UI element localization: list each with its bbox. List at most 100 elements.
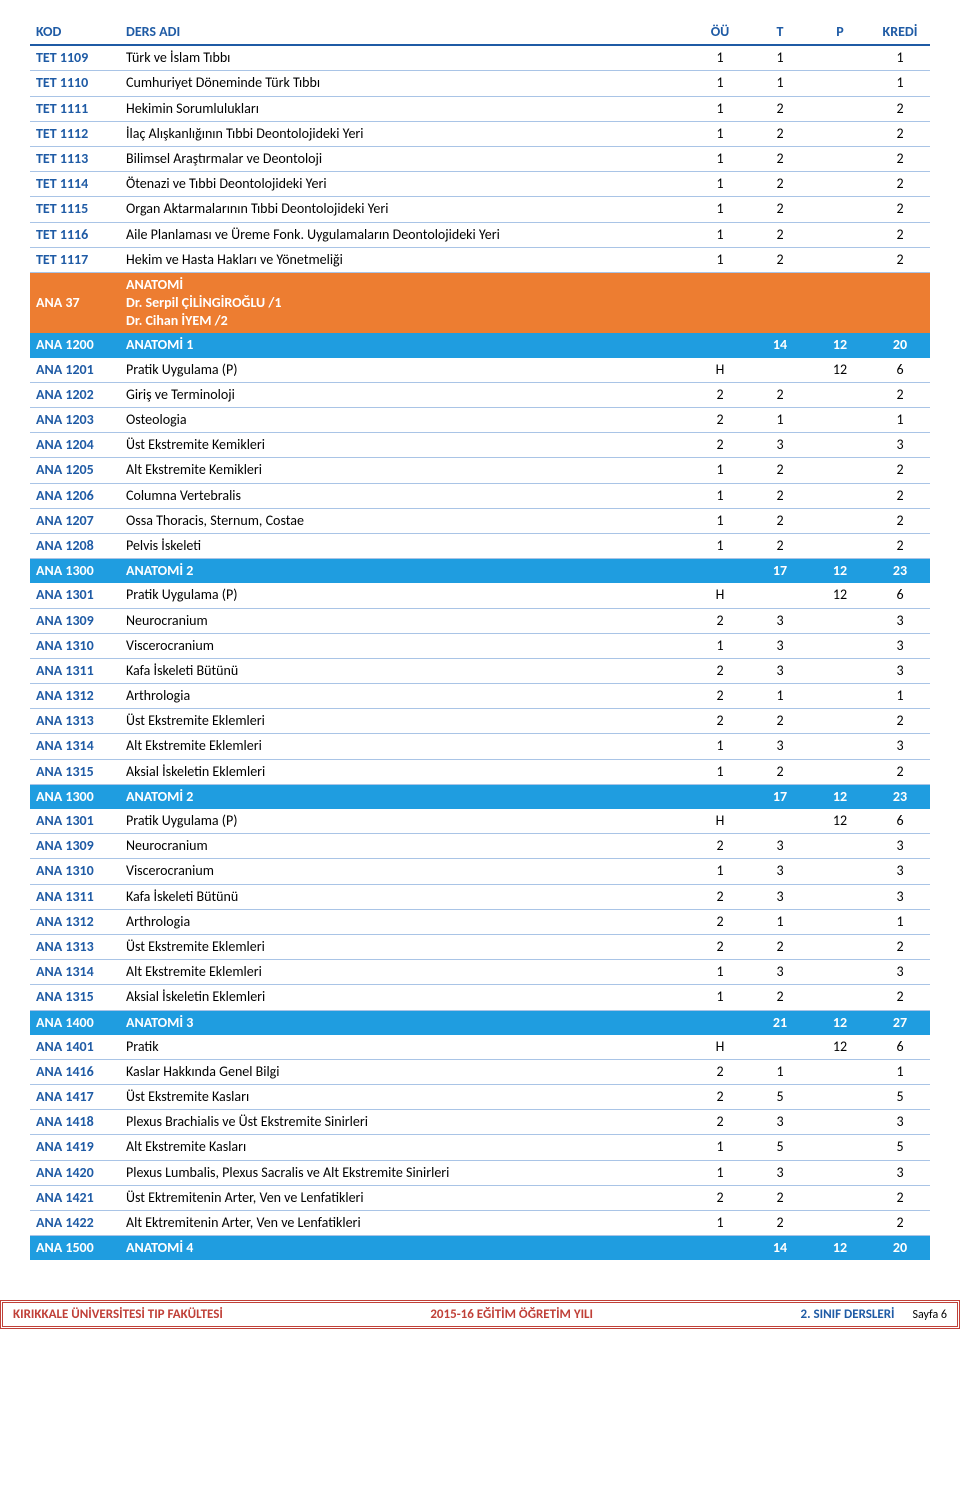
- cell-val: [810, 1110, 870, 1135]
- cell-kod: TET 1114: [30, 172, 120, 197]
- cell-val: 20: [870, 333, 930, 357]
- cell-name: Hekim ve Hasta Hakları ve Yönetmeliği: [120, 247, 690, 272]
- cell-val: [750, 358, 810, 383]
- table-row: ANA 1419Alt Ekstremite Kasları155: [30, 1135, 930, 1160]
- cell-name: Pratik Uygulama (P): [120, 583, 690, 608]
- cell-val: 2: [870, 508, 930, 533]
- table-row: ANA 1421Üst Ektremitenin Arter, Ven ve L…: [30, 1185, 930, 1210]
- cell-val: [810, 508, 870, 533]
- table-row: TET 1110Cumhuriyet Döneminde Türk Tıbbı1…: [30, 71, 930, 96]
- cell-val: 1: [690, 247, 750, 272]
- cell-val: 1: [690, 508, 750, 533]
- footer-page: Sayfa 6: [912, 1308, 947, 1322]
- cell-val: 12: [810, 784, 870, 809]
- cell-val: 2: [690, 1185, 750, 1210]
- cell-val: 2: [750, 197, 810, 222]
- cell-val: [810, 197, 870, 222]
- cell-val: [810, 909, 870, 934]
- table-row: TET 1117Hekim ve Hasta Hakları ve Yönetm…: [30, 247, 930, 272]
- table-row: TET 1116Aile Planlaması ve Üreme Fonk. U…: [30, 222, 930, 247]
- cell-val: [810, 734, 870, 759]
- cell-val: 2: [870, 483, 930, 508]
- cell-kod: ANA 1205: [30, 458, 120, 483]
- cell-name: Kafa İskeleti Bütünü: [120, 884, 690, 909]
- cell-val: 2: [750, 533, 810, 558]
- cell-val: 3: [750, 633, 810, 658]
- cell-kod: ANA 1310: [30, 633, 120, 658]
- cell-val: 6: [870, 583, 930, 608]
- cell-name: Hekimin Sorumlulukları: [120, 96, 690, 121]
- cell-name: Ötenazi ve Tıbbi Deontolojideki Yeri: [120, 172, 690, 197]
- cell-val: 2: [870, 709, 930, 734]
- cell-kod: ANA 1301: [30, 583, 120, 608]
- cell-val: 3: [750, 960, 810, 985]
- footer-class: 2. SINIF DERSLERİ: [800, 1307, 894, 1322]
- cell-val: 5: [870, 1135, 930, 1160]
- cell-val: 1: [750, 45, 810, 71]
- cell-val: [810, 684, 870, 709]
- cell-val: 1: [690, 146, 750, 171]
- cell-name: Alt Ekstremite Eklemleri: [120, 960, 690, 985]
- table-row: ANA 1401PratikH126: [30, 1035, 930, 1060]
- table-row: ANA 1420Plexus Lumbalis, Plexus Sacralis…: [30, 1160, 930, 1185]
- cell-kod: ANA 1310: [30, 859, 120, 884]
- cell-name: Aksial İskeletin Eklemleri: [120, 759, 690, 784]
- cell-val: 2: [690, 684, 750, 709]
- cell-val: [810, 222, 870, 247]
- cell-val: 1: [750, 909, 810, 934]
- table-row: ANA 1418Plexus Brachialis ve Üst Ekstrem…: [30, 1110, 930, 1135]
- cell-val: 2: [870, 458, 930, 483]
- cell-val: 2: [750, 96, 810, 121]
- cell-kod: ANA 1204: [30, 433, 120, 458]
- cell-val: 2: [690, 709, 750, 734]
- cell-val: 2: [690, 608, 750, 633]
- cell-kod: ANA 1300: [30, 784, 120, 809]
- cell-val: 5: [750, 1135, 810, 1160]
- cell-kod: ANA 1313: [30, 934, 120, 959]
- cell-kod: ANA 1417: [30, 1085, 120, 1110]
- cell-val: 2: [690, 382, 750, 407]
- cell-val: 3: [870, 834, 930, 859]
- cell-val: 3: [870, 859, 930, 884]
- cell-val: 14: [750, 1236, 810, 1261]
- cell-val: 1: [690, 859, 750, 884]
- table-row: ANA 1311Kafa İskeleti Bütünü233: [30, 658, 930, 683]
- table-row: TET 1115Organ Aktarmalarının Tıbbi Deont…: [30, 197, 930, 222]
- cell-name: Aile Planlaması ve Üreme Fonk. Uygulamal…: [120, 222, 690, 247]
- cell-kod: ANA 1311: [30, 658, 120, 683]
- cell-val: 2: [870, 985, 930, 1010]
- cell-val: 2: [750, 121, 810, 146]
- table-row: ANA 1315Aksial İskeletin Eklemleri122: [30, 985, 930, 1010]
- cell-val: 1: [690, 222, 750, 247]
- table-row: ANA 1301Pratik Uygulama (P)H126: [30, 583, 930, 608]
- cell-val: 1: [690, 197, 750, 222]
- cell-val: 2: [750, 1185, 810, 1210]
- cell-name: ANATOMİ 1: [120, 333, 690, 357]
- cell-val: [810, 759, 870, 784]
- cell-val: 2: [750, 146, 810, 171]
- cell-name: Columna Vertebralis: [120, 483, 690, 508]
- cell-kod: ANA 1420: [30, 1160, 120, 1185]
- cell-kod: ANA 1314: [30, 960, 120, 985]
- cell-name: Neurocranium: [120, 608, 690, 633]
- cell-kod: TET 1110: [30, 71, 120, 96]
- cell-val: [810, 458, 870, 483]
- cell-val: [810, 146, 870, 171]
- cell-val: 3: [870, 1110, 930, 1135]
- cell-kod: ANA 1200: [30, 333, 120, 357]
- cell-val: 2: [750, 483, 810, 508]
- cell-val: [810, 1185, 870, 1210]
- cell-kod: ANA 1418: [30, 1110, 120, 1135]
- cell-name: Ossa Thoracis, Sternum, Costae: [120, 508, 690, 533]
- cell-val: [750, 272, 810, 333]
- cell-val: 1: [690, 734, 750, 759]
- cell-val: 2: [690, 1110, 750, 1135]
- cell-val: 6: [870, 809, 930, 834]
- table-row: ANA 1201Pratik Uygulama (P)H126: [30, 358, 930, 383]
- cell-name: Alt Ekstremite Kasları: [120, 1135, 690, 1160]
- cell-val: 3: [750, 734, 810, 759]
- cell-val: 2: [750, 508, 810, 533]
- cell-val: 3: [870, 658, 930, 683]
- cell-name: Bilimsel Araştırmalar ve Deontoloji: [120, 146, 690, 171]
- cell-name: Aksial İskeletin Eklemleri: [120, 985, 690, 1010]
